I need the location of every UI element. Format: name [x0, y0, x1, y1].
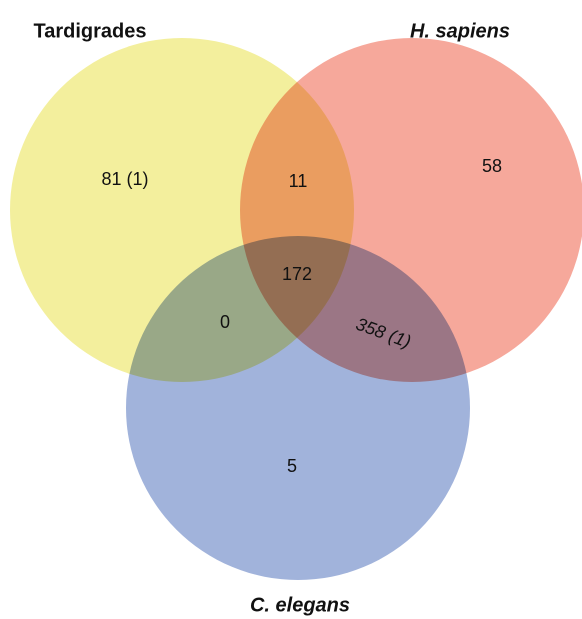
set-label: H. sapiens	[410, 20, 510, 42]
region-count: 11	[289, 171, 308, 191]
set-label: Tardigrades	[34, 20, 147, 42]
c-elegans-circle	[126, 236, 470, 580]
circles	[10, 38, 582, 580]
region-count: 81 (1)	[101, 169, 148, 189]
set-label: C. elegans	[250, 594, 350, 616]
region-count: 172	[282, 264, 312, 284]
region-count: 5	[287, 456, 297, 476]
region-count: 58	[482, 156, 502, 176]
region-count: 0	[220, 312, 230, 332]
